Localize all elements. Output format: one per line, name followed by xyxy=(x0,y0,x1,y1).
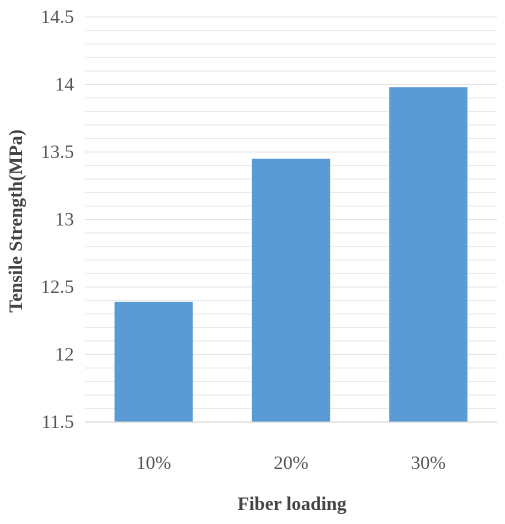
y-tick-label: 13 xyxy=(55,210,74,231)
bar-3 xyxy=(389,87,468,422)
x-tick-label: 10% xyxy=(136,453,171,474)
bar-1 xyxy=(114,301,193,422)
y-axis-title: Tensile Strength(MPa) xyxy=(6,129,27,312)
bars xyxy=(114,87,468,422)
y-tick-label: 12 xyxy=(55,345,74,366)
y-tick-label: 13.5 xyxy=(41,142,74,163)
y-tick-labels: 11.5 12 12.5 13 13.5 14 14.5 xyxy=(41,7,75,433)
y-tick-label: 11.5 xyxy=(41,412,74,433)
x-axis-title: Fiber loading xyxy=(238,494,347,515)
y-tick-label: 12.5 xyxy=(41,277,74,298)
x-tick-label: 20% xyxy=(274,453,309,474)
x-tick-labels: 10% 20% 30% xyxy=(136,453,446,474)
y-tick-label: 14 xyxy=(55,75,75,96)
bar-2 xyxy=(251,158,331,422)
y-tick-label: 14.5 xyxy=(41,7,74,28)
x-tick-label: 30% xyxy=(411,453,446,474)
